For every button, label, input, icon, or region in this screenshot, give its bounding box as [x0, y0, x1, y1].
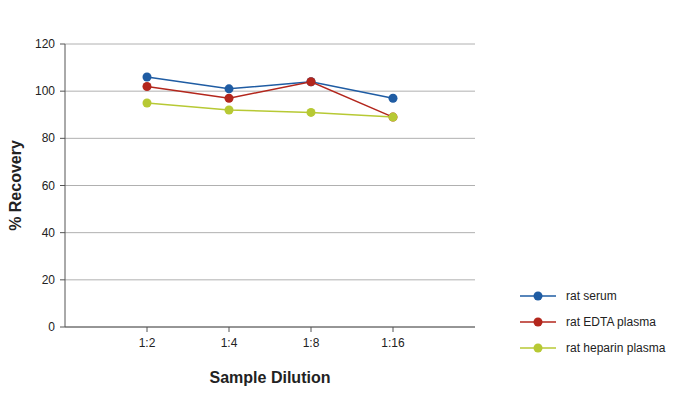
chart-container: 0 20 40 60 80 100 120 1:2 1:4 1:8 1:16 Sample Dilut…: [0, 0, 694, 394]
series-line: [147, 103, 393, 117]
y-tick: [60, 327, 65, 328]
series-point: [389, 113, 398, 122]
grid-line: [65, 279, 475, 280]
x-tick: [393, 327, 394, 332]
y-tick: [60, 185, 65, 186]
y-tick: [60, 44, 65, 45]
series-point: [225, 84, 234, 93]
y-tick: [60, 138, 65, 139]
y-axis: [65, 44, 66, 327]
series-line: [147, 77, 393, 98]
x-axis-label: Sample Dilution: [210, 369, 331, 386]
plot-area: [143, 73, 398, 122]
y-tick-label: 20: [42, 273, 56, 287]
legend-marker: [534, 292, 543, 301]
y-tick-label: 40: [42, 226, 56, 240]
series-point: [307, 77, 316, 86]
x-tick-label: 1:4: [221, 336, 238, 350]
series-line: [147, 82, 393, 117]
x-tick: [311, 327, 312, 332]
x-tick: [147, 327, 148, 332]
x-tick-label: 1:2: [139, 336, 156, 350]
series-point: [389, 94, 398, 103]
series-point: [225, 106, 234, 115]
legend-marker: [534, 318, 543, 327]
x-axis: [65, 327, 475, 328]
x-tick: [229, 327, 230, 332]
series-point: [143, 73, 152, 82]
grid-line: [65, 232, 475, 233]
y-tick-label: 100: [35, 84, 55, 98]
chart-svg: 0 20 40 60 80 100 120 1:2 1:4 1:8 1:16 Sample Dilut…: [0, 0, 694, 394]
legend-label: rat EDTA plasma: [566, 315, 656, 329]
legend-label: rat heparin plasma: [566, 341, 666, 355]
y-tick-label: 120: [35, 37, 55, 51]
y-tick-label: 60: [42, 179, 56, 193]
y-axis-label: % Recovery: [7, 140, 24, 231]
y-tick-label: 80: [42, 131, 56, 145]
y-tick: [60, 91, 65, 92]
y-tick-label: 0: [48, 320, 55, 334]
series-point: [143, 98, 152, 107]
y-tick: [60, 232, 65, 233]
x-tick-label: 1:8: [303, 336, 320, 350]
series-point: [225, 94, 234, 103]
grid-line: [65, 138, 475, 139]
series-point: [307, 77, 316, 86]
grid-line: [65, 44, 475, 45]
y-tick: [60, 279, 65, 280]
grid-line: [65, 91, 475, 92]
series-point: [143, 82, 152, 91]
grid-line: [65, 327, 475, 328]
x-tick-label: 1:16: [381, 336, 405, 350]
legend-label: rat serum: [566, 289, 617, 303]
grid-line: [65, 185, 475, 186]
series-point: [307, 108, 316, 117]
series-point: [389, 113, 398, 122]
legend-marker: [534, 344, 543, 353]
